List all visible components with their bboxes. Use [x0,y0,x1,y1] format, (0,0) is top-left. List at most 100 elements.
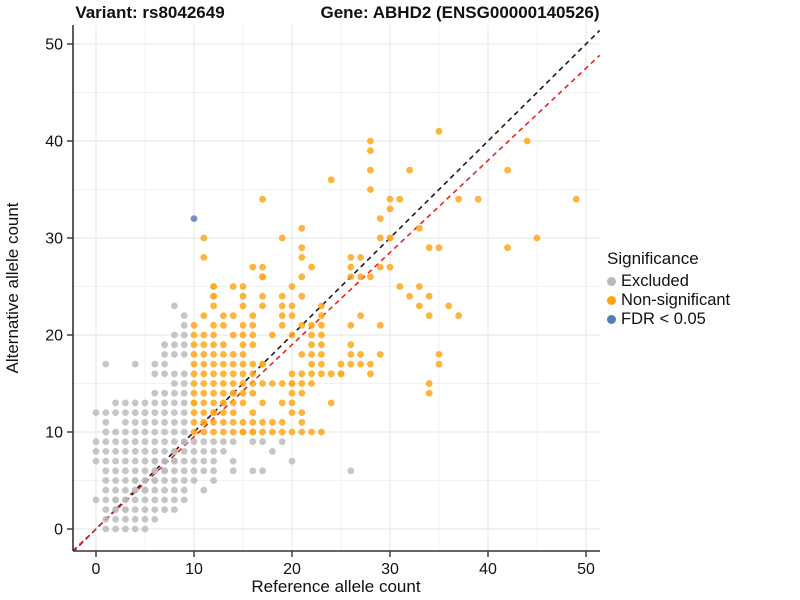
data-point-non-significant [200,351,208,358]
data-point-non-significant [318,360,325,368]
data-point-excluded [161,448,169,455]
data-point-non-significant [396,283,404,290]
data-point-non-significant-overplotted [210,409,218,416]
data-point-excluded [141,506,149,513]
data-point-non-significant [220,321,227,329]
data-point-non-significant [298,380,306,387]
data-point-non-significant-overplotted [220,399,227,407]
data-point-non-significant [288,399,296,407]
data-point-excluded [210,457,218,465]
data-point-excluded [122,409,129,416]
data-point-excluded [102,496,110,504]
data-point-non-significant [347,341,355,349]
data-point-non-significant [572,195,580,203]
data-point-non-significant [210,389,218,397]
data-point-non-significant [239,292,247,300]
data-point-non-significant [200,341,208,349]
data-point-excluded [171,477,178,484]
data-point-non-significant [190,351,198,358]
data-point-excluded [122,457,129,465]
data-point-non-significant [190,341,198,349]
data-point-non-significant [249,263,257,271]
data-point-excluded [200,448,208,455]
data-point-excluded [190,448,198,455]
data-point-non-significant [229,312,237,319]
data-point-excluded [171,467,178,475]
data-point-non-significant [425,292,433,300]
data-point-non-significant [220,360,227,368]
y-tick-label: 50 [45,37,63,54]
data-point-excluded-overplotted [112,506,119,513]
x-axis-title: Reference allele count [251,577,420,596]
data-point-non-significant [455,195,462,203]
data-point-non-significant [249,331,257,339]
data-point-excluded [151,399,159,407]
data-point-excluded [171,506,178,513]
data-point-excluded [141,457,149,465]
data-point-non-significant [229,370,237,378]
data-point-non-significant [308,380,315,387]
x-tick-label: 0 [92,561,101,578]
data-point-excluded [151,438,159,446]
data-point-excluded [141,409,149,416]
data-point-excluded [112,525,119,533]
data-point-excluded-overplotted [141,486,149,494]
data-point-non-significant [249,418,257,426]
data-point-excluded [161,341,169,349]
data-point-non-significant [347,360,355,368]
data-point-excluded-overplotted [151,477,159,484]
legend-title: Significance [607,249,699,268]
data-point-non-significant [347,254,355,261]
data-point-excluded [151,409,159,416]
data-point-non-significant [298,273,306,281]
data-point-excluded [180,399,188,407]
data-point-excluded [180,448,188,455]
data-point-non-significant [259,195,266,203]
data-point-non-significant [220,389,227,397]
data-point-non-significant [210,370,218,378]
data-point-excluded [200,438,208,446]
data-point-non-significant [523,137,531,145]
data-point-excluded [151,506,159,513]
data-point-excluded [102,448,110,455]
data-point-excluded-overplotted [171,448,178,455]
data-point-excluded [131,399,139,407]
data-point-non-significant [308,263,315,271]
identity-dashed-line [73,29,600,551]
data-point-non-significant [210,341,218,349]
data-point-excluded [112,399,119,407]
data-point-non-significant [298,409,306,416]
data-point-non-significant [288,428,296,436]
data-point-excluded [151,428,159,436]
data-point-non-significant-overplotted [259,273,266,281]
data-point-non-significant [239,380,247,387]
data-point-excluded [259,467,266,475]
data-point-non-significant [298,418,306,426]
data-point-non-significant [210,418,218,426]
data-point-non-significant [347,263,355,271]
data-point-excluded [161,496,169,504]
data-point-excluded [210,477,218,484]
data-point-excluded [102,515,110,523]
data-point-excluded [131,457,139,465]
data-point-non-significant [200,380,208,387]
data-point-non-significant [386,263,394,271]
data-point-non-significant [278,418,286,426]
data-point-non-significant [220,380,227,387]
plot-panel [73,25,600,551]
data-point-non-significant [435,351,443,358]
data-point-non-significant [249,321,257,329]
data-point-excluded [131,506,139,513]
data-point-non-significant [239,302,247,310]
data-point-excluded [122,477,129,484]
y-tick-label: 40 [45,134,63,151]
data-point-excluded [141,399,149,407]
y-axis-title: Alternative allele count [3,202,22,373]
data-point-non-significant [308,370,315,378]
data-point-excluded [131,525,139,533]
data-point-excluded [269,448,276,455]
data-point-excluded [112,486,119,494]
data-point-non-significant [239,341,247,349]
data-point-non-significant [190,389,198,397]
data-point-non-significant [504,166,511,174]
